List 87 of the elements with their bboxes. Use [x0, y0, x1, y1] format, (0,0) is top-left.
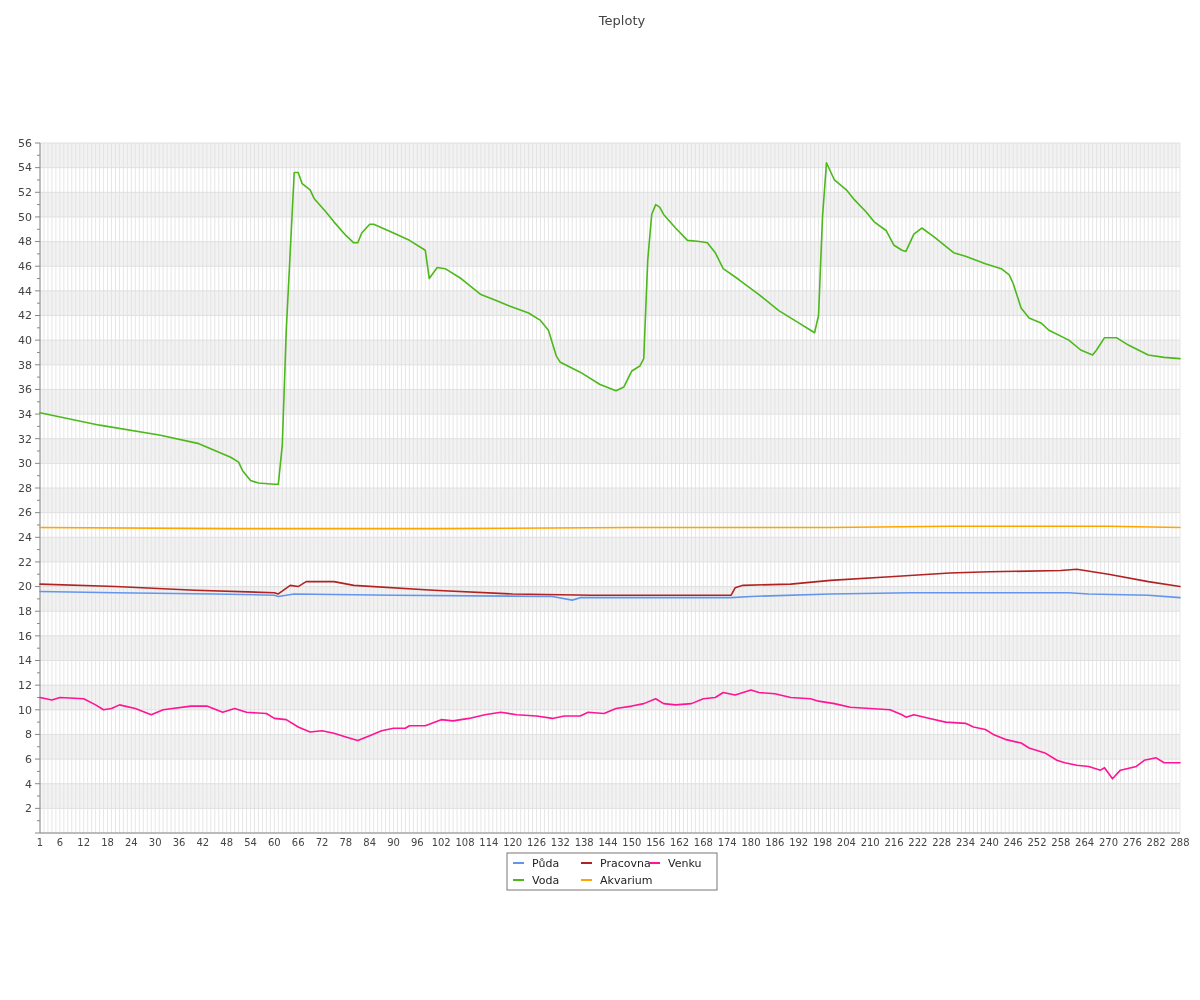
x-tick-label: 156 [646, 836, 666, 848]
y-tick-label: 18 [18, 605, 32, 619]
legend-label: Voda [532, 873, 560, 887]
y-tick-label: 50 [18, 210, 32, 224]
y-tick-label: 12 [18, 678, 32, 692]
y-tick-label: 14 [18, 654, 32, 668]
y-tick-label: 48 [18, 235, 32, 249]
y-tick-label: 32 [18, 432, 32, 446]
y-tick-label: 2 [25, 802, 32, 816]
x-tick-label: 90 [387, 836, 400, 848]
x-tick-label: 114 [479, 836, 499, 848]
x-tick-label: 258 [1051, 836, 1071, 848]
x-tick-label: 276 [1122, 836, 1142, 848]
y-tick-label: 38 [18, 358, 32, 372]
x-tick-label: 192 [789, 836, 809, 848]
x-tick-label: 288 [1170, 836, 1190, 848]
x-tick-label: 24 [124, 836, 138, 848]
y-tick-label: 30 [18, 457, 32, 471]
y-tick-label: 40 [18, 333, 32, 347]
x-tick-label: 18 [101, 836, 114, 848]
x-tick-label: 162 [669, 836, 690, 848]
y-tick-label: 46 [18, 260, 32, 274]
x-tick-label: 174 [717, 836, 737, 848]
x-tick-label: 132 [550, 836, 570, 848]
x-tick-label: 1 [36, 836, 44, 848]
x-tick-label: 42 [196, 836, 210, 848]
legend-label: Pracovna [600, 856, 651, 870]
x-tick-label: 12 [77, 836, 91, 848]
x-tick-label: 72 [315, 836, 329, 848]
y-tick-label: 6 [25, 752, 32, 766]
legend-label: Půda [532, 856, 560, 870]
x-tick-label: 270 [1098, 836, 1119, 848]
x-tick-label: 66 [291, 836, 305, 848]
x-tick-label: 30 [148, 836, 162, 848]
x-tick-label: 144 [598, 836, 618, 848]
x-tick-label: 282 [1146, 836, 1166, 848]
x-tick-label: 54 [244, 836, 257, 848]
x-tick-label: 252 [1027, 836, 1047, 848]
y-tick-label: 16 [18, 629, 32, 643]
y-tick-label: 42 [18, 309, 32, 323]
legend-label: Akvarium [600, 873, 653, 887]
x-tick-label: 48 [220, 836, 234, 848]
x-tick-label: 108 [455, 836, 475, 848]
y-tick-label: 36 [18, 383, 32, 397]
x-tick-label: 36 [172, 836, 186, 848]
x-tick-label: 6 [56, 836, 64, 848]
x-tick-label: 204 [836, 836, 856, 848]
y-tick-label: 28 [18, 481, 32, 495]
x-tick-label: 102 [431, 836, 451, 848]
chart-title: Teploty [597, 13, 646, 29]
x-tick-label: 96 [410, 836, 424, 848]
x-tick-label: 228 [932, 836, 952, 848]
x-tick-label: 246 [1003, 836, 1023, 848]
y-tick-label: 44 [18, 284, 32, 298]
x-tick-label: 234 [955, 836, 976, 848]
y-tick-label: 4 [25, 777, 32, 791]
legend-label: Venku [668, 856, 702, 870]
y-tick-label: 10 [18, 703, 32, 717]
y-tick-label: 56 [18, 136, 32, 150]
line-series [39, 590, 1181, 601]
x-tick-label: 210 [860, 836, 880, 848]
y-tick-label: 24 [18, 531, 32, 545]
x-tick-label: 186 [765, 836, 785, 848]
y-tick-label: 20 [18, 580, 32, 594]
x-tick-label: 222 [908, 836, 928, 848]
y-tick-label: 26 [18, 506, 32, 520]
x-tick-label: 180 [741, 836, 761, 848]
x-tick-label: 198 [812, 836, 833, 848]
y-tick-label: 34 [18, 407, 32, 421]
x-tick-label: 120 [503, 836, 523, 848]
y-tick-label: 22 [18, 555, 32, 569]
x-tick-label: 168 [693, 836, 713, 848]
x-tick-label: 60 [267, 836, 281, 848]
x-tick-label: 240 [979, 836, 999, 848]
y-tick-label: 52 [18, 186, 32, 200]
y-tick-label: 8 [25, 728, 32, 742]
x-tick-label: 150 [622, 836, 642, 848]
line-series [39, 689, 1181, 780]
x-tick-label: 78 [339, 836, 353, 848]
x-tick-label: 84 [363, 836, 377, 848]
line-series [39, 161, 1181, 486]
x-tick-label: 216 [884, 836, 904, 848]
line-series [39, 568, 1181, 596]
x-tick-label: 138 [574, 836, 594, 848]
x-tick-label: 264 [1075, 836, 1095, 848]
x-tick-label: 126 [526, 836, 547, 848]
y-tick-label: 54 [18, 161, 32, 175]
